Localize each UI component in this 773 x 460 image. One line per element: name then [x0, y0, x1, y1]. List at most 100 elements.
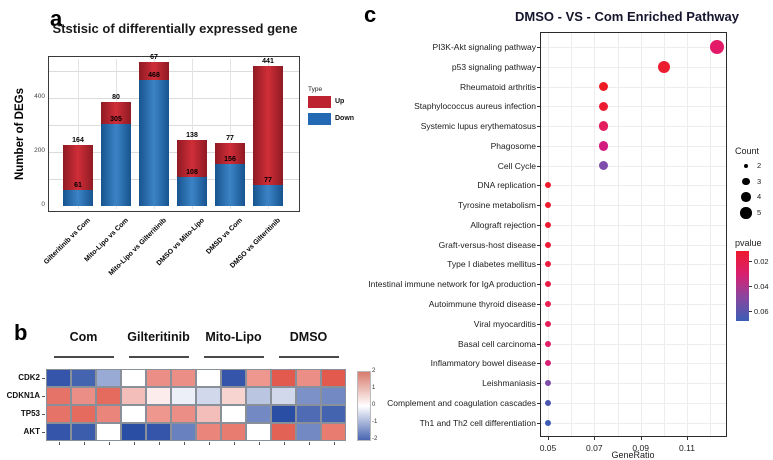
count-legend-label: 2	[757, 161, 762, 170]
heatmap-row-tick	[42, 396, 45, 397]
dotplot-gridline-v	[640, 33, 642, 436]
x-axis-category-label: Mito-Lipo vs Com	[83, 217, 130, 264]
heatmap-cell	[171, 387, 196, 405]
y-axis-tick-label: 0	[41, 201, 45, 208]
dotplot-y-tick	[537, 86, 540, 88]
bar-up-segment	[101, 102, 131, 124]
heatmap-cell	[271, 387, 296, 405]
colorbar-tick-label: -1	[372, 419, 378, 425]
heatmap-cell	[221, 369, 246, 387]
colorbar-gradient	[357, 371, 371, 441]
pathway-label: PI3K-Akt signaling pathway	[432, 42, 536, 52]
pathway-label: DNA replication	[477, 180, 536, 191]
pathway-label: Cell Cycle	[497, 160, 536, 171]
heatmap-group-header: Gilteritinib	[127, 330, 190, 344]
heatmap-cell	[296, 405, 321, 423]
dotplot-gridline-h	[541, 86, 726, 88]
panel-b-label: b	[14, 320, 28, 345]
dotplot-point	[598, 121, 609, 131]
bar-down-segment	[139, 79, 169, 206]
bar-up-segment	[139, 61, 169, 80]
heatmap-col-tick	[233, 441, 235, 445]
heatmap-row-label: TP53	[20, 409, 40, 418]
dotplot-point	[709, 39, 725, 55]
dotplot-gridline-v	[617, 33, 619, 436]
dotplot-point	[545, 340, 551, 347]
colorbar-tick-label: -2	[372, 436, 378, 442]
dotplot-x-tick	[640, 437, 642, 440]
dotplot-gridline-h	[541, 224, 726, 226]
heatmap-cell	[71, 405, 96, 423]
dotplot-plot-area	[540, 32, 727, 437]
dotplot-gridline-h	[541, 205, 726, 207]
heatmap-cell	[221, 405, 246, 423]
count-legend-dot	[742, 177, 750, 186]
heatmap-cell	[171, 405, 196, 423]
dotplot-gridline-v	[571, 33, 573, 436]
dotplot-y-tick	[537, 224, 540, 226]
dotplot-gridline-v	[710, 33, 712, 436]
dotplot-point	[545, 281, 551, 288]
dotplot-gridline-h	[541, 323, 726, 325]
heatmap-cell	[196, 369, 221, 387]
y-axis-tick-label: 400	[34, 93, 45, 100]
count-legend-label: 4	[757, 192, 762, 202]
bar-down-segment	[215, 163, 245, 206]
dotplot-y-tick	[537, 343, 540, 345]
dotplot-point	[545, 301, 551, 307]
heatmap-cell	[196, 405, 221, 423]
pathway-label: Inflammatory bowel disease	[430, 358, 536, 369]
pvalue-tick	[749, 261, 752, 262]
heatmap-cell	[171, 369, 196, 387]
count-legend-dot	[741, 192, 751, 202]
gridline-h	[49, 98, 299, 99]
bar-up-segment	[215, 143, 245, 164]
colorbar-tick-label: 2	[372, 368, 376, 374]
dotplot-point	[598, 141, 609, 151]
x-axis-category-label: DMSO vs Mito-Lipo	[155, 217, 206, 268]
dotplot-point	[545, 419, 551, 426]
heatmap-cell	[46, 405, 71, 423]
heatmap-cell	[46, 387, 71, 405]
bar-down-value: 61	[74, 181, 82, 189]
gridline-h	[49, 71, 299, 72]
dotplot-y-tick	[537, 165, 540, 167]
bar-up-value: 67	[150, 53, 158, 61]
dotplot-point	[545, 380, 551, 387]
dotplot-point	[545, 320, 551, 327]
dotplot-x-axis-title: GeneRatio	[611, 450, 655, 460]
dotplot-point	[545, 221, 551, 228]
heatmap-cell	[296, 369, 321, 387]
dotplot-title: DMSO - VS - Com Enriched Pathway	[515, 9, 739, 24]
heatmap-cell	[296, 423, 321, 441]
bar-up-value: 80	[112, 94, 120, 102]
heatmap-cell	[121, 423, 146, 441]
dotplot-y-tick	[537, 264, 540, 266]
dotplot-gridline-h	[541, 383, 726, 385]
pathway-label: Tyrosine metabolism	[458, 200, 536, 211]
heatmap-col-tick	[58, 441, 60, 445]
heatmap-cell	[146, 405, 171, 423]
dotplot-gridline-h	[541, 244, 726, 246]
heatmap-col-tick	[283, 441, 285, 445]
heatmap-col-tick	[183, 441, 185, 445]
heatmap-group-underline	[203, 356, 264, 358]
bar-chart-title: Ststisic of differentially expressed gen…	[52, 21, 298, 36]
bar-chart-legend-title: Type	[308, 86, 323, 93]
heatmap-cell	[71, 387, 96, 405]
heatmap-row-tick	[42, 378, 45, 379]
bar-down-segment	[63, 189, 93, 206]
heatmap-cell	[296, 387, 321, 405]
pathway-label: Viral myocarditis	[473, 318, 536, 329]
pathway-label: Complement and coagulation cascades	[387, 397, 536, 408]
heatmap-cell	[146, 369, 171, 387]
heatmap-cell	[321, 405, 346, 423]
pathway-label: Graft-versus-host disease	[438, 239, 536, 250]
heatmap-cell	[246, 369, 271, 387]
bar-down-value: 305	[110, 115, 122, 123]
heatmap-cell	[321, 369, 346, 387]
dotplot-y-tick	[537, 284, 540, 286]
legend-swatch-up	[308, 96, 331, 108]
bar-up-segment	[63, 145, 93, 190]
pvalue-tick	[749, 286, 752, 287]
